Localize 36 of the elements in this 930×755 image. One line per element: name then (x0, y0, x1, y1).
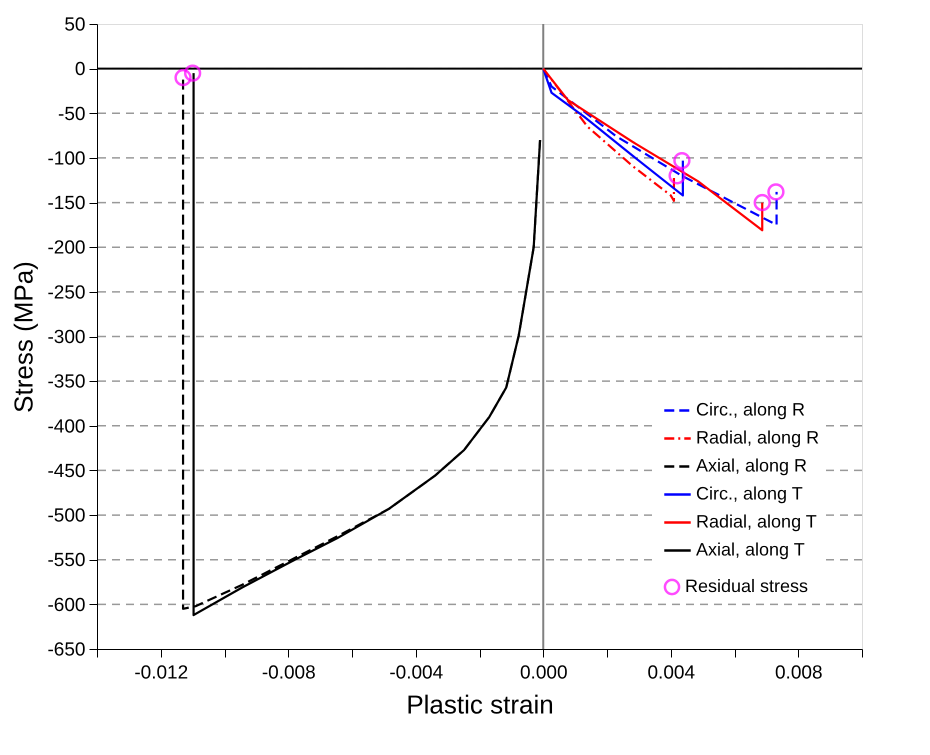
x-tick-label: 0.000 (520, 662, 568, 684)
point (673, 152, 691, 170)
y-tick-label: -650 (47, 640, 86, 660)
y-tick-label: -300 (47, 327, 86, 348)
y-tick-label: -250 (47, 282, 86, 304)
legend-label: Residual stress (685, 576, 808, 596)
y-tick-label: -350 (47, 372, 86, 393)
y-tick-label: -200 (47, 238, 86, 259)
y-tick-label: -450 (47, 460, 86, 482)
y-tick-label: -150 (47, 193, 86, 214)
legend-label: Radial, along R (696, 428, 820, 448)
legend-label: Axial, along R (696, 456, 808, 476)
point (668, 167, 686, 184)
legend-label: Circ., along T (696, 484, 803, 504)
point (767, 183, 785, 201)
x-tick-label: -0.012 (134, 662, 188, 684)
legend-label: Circ., along R (696, 400, 806, 420)
x-axis-title: Plastic strain (406, 690, 554, 720)
legend-label: Radial, along T (696, 512, 817, 532)
y-tick-label: 0 (74, 59, 86, 80)
x-tick-label: -0.008 (262, 662, 316, 684)
x-tick-label: 0.008 (774, 662, 823, 684)
point (754, 194, 771, 212)
y-tick-label: -400 (47, 416, 86, 438)
y-tick-label: 50 (64, 14, 86, 36)
y-tick-label: -500 (47, 506, 86, 527)
y-tick-label: -50 (58, 104, 86, 125)
y-tick-label: -550 (47, 550, 86, 572)
point (174, 68, 192, 86)
y-tick-label: -100 (47, 148, 86, 170)
y-tick-label: -600 (47, 594, 86, 616)
point (184, 64, 202, 82)
legend-label: Axial, along T (696, 540, 805, 560)
y-axis-title: Stress (MPa) (8, 261, 38, 413)
x-tick-label: -0.004 (389, 662, 444, 684)
x-tick-label: 0.004 (647, 662, 696, 684)
